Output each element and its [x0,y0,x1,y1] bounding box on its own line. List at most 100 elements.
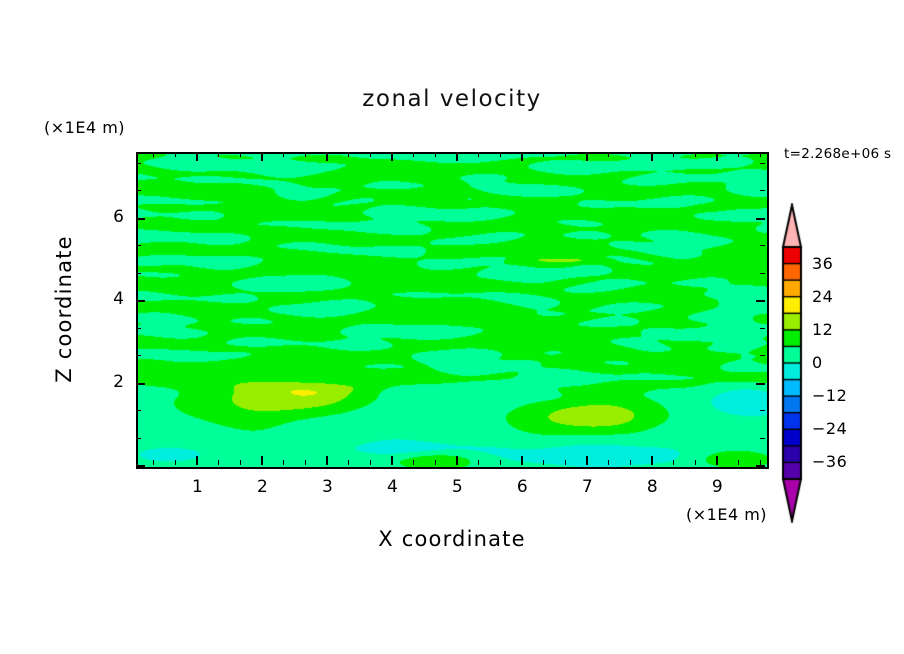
x-tick-label-8: 9 [711,477,723,497]
y-minor-tick [136,410,141,412]
x-major-tick-top [716,152,719,161]
x-major-tick-top [456,152,459,161]
x-tick-label-3: 4 [386,477,398,497]
colorbar-canvas [779,203,807,523]
plot-area [136,152,769,469]
y-minor-tick [136,190,141,192]
x-minor-tick [629,460,631,465]
x-major-tick-top [261,152,264,161]
x-major-tick-top [196,152,199,161]
y-major-tick [136,300,145,303]
x-tick-label-6: 7 [581,477,593,497]
colorbar-tick-label-3: 0 [812,353,823,372]
x-minor-tick [499,460,501,465]
colorbar-tick-label-0: 36 [812,253,834,273]
x-minor-tick [239,460,241,465]
colorbar [779,203,807,523]
x-major-tick [651,456,654,465]
x-axis-title: X coordinate [378,527,526,551]
x-minor-tick-top [153,152,155,157]
timestamp-label: t=2.268e+06 s [784,146,892,162]
x-minor-tick [564,460,566,465]
x-major-tick-top [326,152,329,161]
page-title: zonal velocity [362,86,542,112]
x-minor-tick [737,460,739,465]
y-minor-tick-right [760,410,765,412]
y-minor-tick-right [760,190,765,192]
contour-field-canvas [138,154,767,467]
x-minor-tick-top [239,152,241,157]
y-minor-tick-right [760,355,765,357]
x-minor-tick-top [434,152,436,157]
y-minor-tick [136,245,141,247]
y-tick-label-0: 2 [113,371,124,392]
y-minor-tick [136,162,141,164]
x-minor-tick-top [413,152,415,157]
y-major-tick [136,465,145,467]
x-tick-label-1: 2 [256,477,268,497]
x-minor-tick [174,460,176,465]
y-minor-tick [136,272,141,274]
colorbar-tick-label-4: −12 [812,386,848,406]
x-minor-tick-top [759,152,761,157]
colorbar-tick-label-2: 12 [812,319,834,339]
y-minor-tick [136,355,141,357]
x-minor-tick-top [283,152,285,157]
x-minor-tick-top [542,152,544,157]
x-minor-tick [759,460,761,465]
x-minor-tick [542,460,544,465]
y-minor-tick-right [760,272,765,274]
x-minor-tick-top [174,152,176,157]
x-tick-label-7: 8 [646,477,658,497]
y-major-tick-right [756,465,765,467]
x-minor-tick-top [218,152,220,157]
y-major-tick-right [756,300,765,303]
x-minor-tick-top [478,152,479,157]
y-minor-tick-right [760,162,765,164]
y-tick-label-1: 4 [113,289,124,310]
x-minor-tick [218,460,220,465]
x-major-tick [326,456,329,465]
x-minor-tick [694,460,696,465]
colorbar-tick-label-6: −36 [812,452,848,472]
y-major-tick [136,382,145,385]
y-minor-tick-right [760,437,765,439]
x-major-tick [716,456,719,465]
x-major-tick-top [391,152,394,161]
x-minor-tick [478,460,479,465]
y-minor-tick [136,327,141,329]
x-minor-tick [283,460,285,465]
y-minor-tick-right [760,327,765,329]
x-tick-label-5: 6 [516,477,528,497]
x-minor-tick-top [304,152,306,157]
x-minor-tick [348,460,350,465]
x-minor-tick [369,460,371,465]
x-minor-tick-top [369,152,371,157]
x-axis-unit-label: (×1E4 m) [686,505,768,524]
x-minor-tick [304,460,306,465]
x-minor-tick [434,460,436,465]
x-minor-tick [413,460,415,465]
x-minor-tick-top [564,152,566,157]
x-major-tick [521,456,524,465]
y-major-tick [136,217,145,220]
x-major-tick [586,456,589,465]
x-minor-tick-top [348,152,350,157]
y-minor-tick [136,437,141,439]
x-major-tick [261,456,264,465]
x-minor-tick-top [672,152,674,157]
x-major-tick [196,456,199,465]
x-major-tick-top [651,152,654,161]
x-major-tick-top [586,152,589,161]
x-minor-tick [153,460,155,465]
x-tick-label-2: 3 [321,477,333,497]
x-minor-tick-top [737,152,739,157]
x-minor-tick-top [694,152,696,157]
x-major-tick [391,456,394,465]
y-major-tick-right [756,217,765,220]
y-major-tick-right [756,382,765,385]
x-tick-label-0: 1 [192,477,203,497]
x-major-tick-top [521,152,524,161]
x-minor-tick-top [629,152,631,157]
